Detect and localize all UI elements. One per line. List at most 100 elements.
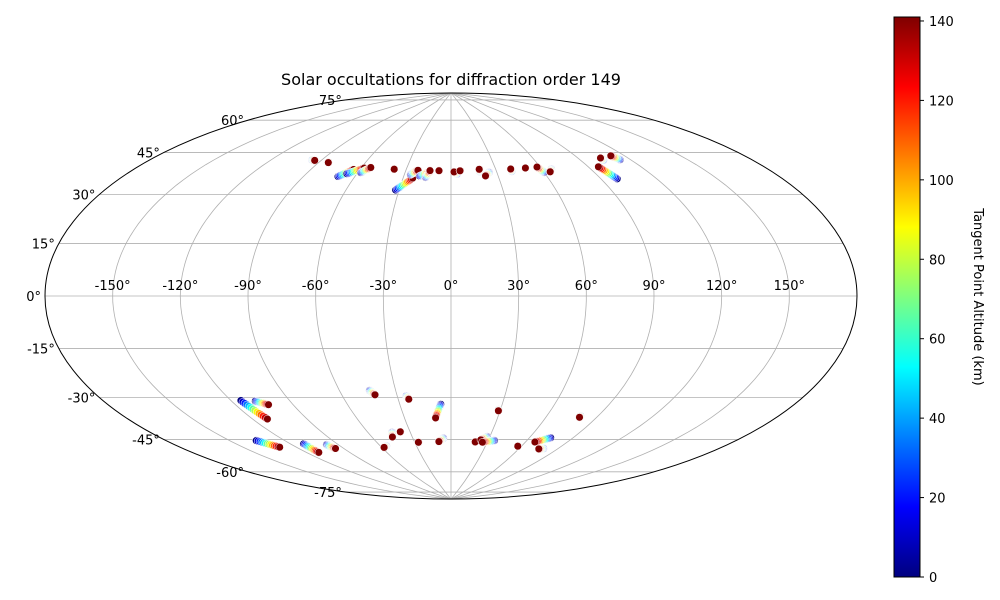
track-point [388, 432, 397, 442]
track-point [506, 164, 515, 174]
occultation-track [414, 438, 423, 447]
track-point [475, 165, 484, 174]
map-outline [44, 92, 858, 500]
track-point [513, 442, 522, 451]
lat-tick-label: -75° [314, 486, 342, 501]
lon-tick-label: -120° [162, 279, 198, 294]
occultation-track [236, 396, 272, 424]
track-point [478, 438, 487, 447]
lon-tick-label: 90° [642, 279, 665, 294]
occultation-track [324, 158, 333, 167]
lat-tick-label: 60° [221, 114, 244, 129]
lat-tick-label: 45° [137, 146, 160, 161]
colorbar-tick-label: 40 [929, 412, 946, 427]
occultation-track [532, 162, 549, 177]
track-point [530, 437, 539, 447]
track-point [370, 390, 380, 399]
occultation-track [513, 442, 522, 451]
track-point [380, 443, 389, 452]
occultation-track [421, 166, 435, 182]
occultation-track [402, 391, 413, 404]
chart-title: Solar occultations for diffraction order… [281, 70, 621, 89]
lon-tick-label: 60° [575, 279, 598, 294]
lat-tick-label: 75° [319, 94, 342, 109]
track-point [263, 414, 272, 424]
lat-tick-label: -30° [68, 392, 96, 407]
lon-tick-label: 120° [706, 279, 737, 294]
colorbar-label: Tangent Point Altitude (km) [970, 207, 985, 385]
map-grid [44, 92, 858, 500]
occultation-track [251, 397, 273, 409]
occultation-track [530, 433, 555, 447]
occultation-track [455, 166, 465, 175]
occultation-track [546, 165, 556, 176]
track-point [534, 444, 543, 453]
track-point [521, 163, 530, 173]
lon-tick-label: 30° [507, 279, 530, 294]
occultation-track [365, 386, 380, 399]
occultation-track [521, 163, 530, 173]
track-point [431, 413, 440, 422]
occultation-track [606, 151, 625, 164]
occultation-track [396, 427, 405, 436]
occultation-track [299, 439, 323, 457]
lat-tick-label: -45° [132, 434, 160, 449]
colorbar-bar [893, 16, 921, 578]
track-point [606, 151, 615, 160]
occultation-track [494, 405, 503, 415]
lat-tick-label: 15° [32, 237, 55, 252]
colorbar-tick-label: 140 [929, 15, 954, 30]
track-point [532, 162, 542, 172]
lon-tick-label: -60° [302, 279, 330, 294]
colorbar: 0 20 40 60 80 100 120 140 Tangent Point Altitud… [893, 15, 985, 586]
track-point [481, 171, 490, 180]
occultation-track [307, 155, 319, 165]
track-point [324, 158, 333, 167]
colorbar-tick-label: 0 [929, 571, 937, 586]
occultation-track [534, 444, 548, 453]
occultation-track [594, 162, 622, 183]
colorbar-tick-label: 120 [929, 94, 954, 109]
lon-tick-label: -150° [95, 279, 131, 294]
lon-tick-label: 150° [774, 279, 805, 294]
colorbar-tick-label: 60 [929, 333, 946, 348]
track-point [594, 162, 603, 171]
occultation-track [322, 440, 340, 453]
colorbar-tick-label: 100 [929, 174, 954, 189]
track-point [404, 395, 413, 404]
track-point [434, 437, 443, 446]
occultation-track [596, 153, 608, 165]
track-point [314, 448, 323, 457]
colorbar-tick-label: 20 [929, 492, 946, 507]
track-point [390, 165, 399, 174]
track-point [264, 400, 273, 409]
occultation-track [391, 174, 417, 195]
occultation-track [388, 428, 397, 442]
occultation-track [575, 412, 585, 422]
colorbar-ticks: 0 20 40 60 80 100 120 140 [920, 15, 954, 586]
occultation-track [481, 168, 494, 180]
track-point [546, 167, 555, 176]
occultation-track [380, 441, 391, 452]
occultation-track [252, 436, 284, 452]
lat-tick-label: 30° [72, 189, 95, 204]
track-point [455, 166, 465, 175]
occultation-track [434, 166, 444, 175]
track-point [575, 413, 584, 422]
lat-tick-label: 0° [26, 290, 41, 305]
track-point [366, 163, 375, 172]
lon-tick-label: -30° [369, 279, 397, 294]
track-point [425, 166, 435, 175]
lon-tick-label: 0° [444, 279, 459, 294]
occultation-track [506, 164, 516, 176]
occultation-track [475, 165, 484, 176]
lat-tick-label: -60° [216, 466, 244, 481]
track-point [434, 166, 444, 175]
lat-tick-label: -15° [27, 343, 55, 358]
occultation-track [478, 436, 499, 447]
occultation-track [434, 434, 448, 446]
occultation-track [390, 165, 399, 174]
track-point [331, 444, 340, 453]
track-point [310, 156, 319, 165]
